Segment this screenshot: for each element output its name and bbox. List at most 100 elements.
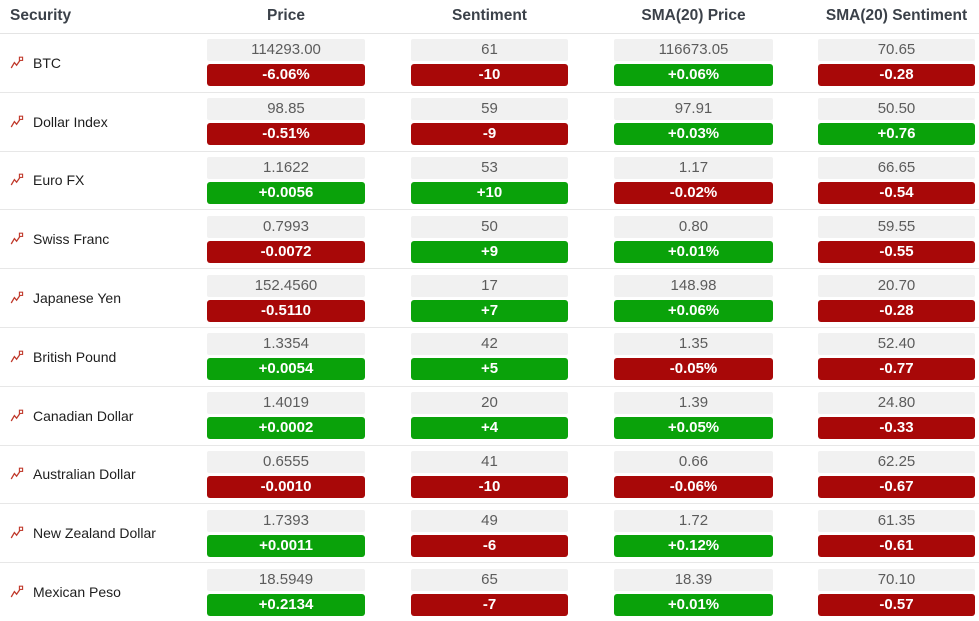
security-link[interactable]: British Pound bbox=[33, 348, 117, 365]
sma-sentiment-value: 20.70 bbox=[818, 274, 975, 297]
price-cell: 152.4560 -0.5110 bbox=[207, 274, 365, 322]
security-cell: Dollar Index bbox=[0, 114, 207, 130]
security-link[interactable]: Euro FX bbox=[33, 172, 85, 189]
table-row: British Pound 1.3354 +0.0054 42 +5 1.35 … bbox=[0, 328, 979, 387]
sma-price-change-badge: +0.06% bbox=[614, 299, 773, 322]
security-cell: Australian Dollar bbox=[0, 466, 207, 482]
line-chart-icon[interactable] bbox=[10, 291, 24, 305]
table-header: Security Price Sentiment SMA(20) Price S… bbox=[0, 0, 979, 34]
price-change-badge: +0.0011 bbox=[207, 534, 365, 557]
sentiment-value: 65 bbox=[411, 568, 568, 591]
sentiment-change-badge: -7 bbox=[411, 593, 568, 616]
price-value: 114293.00 bbox=[207, 39, 365, 62]
price-cell: 0.7993 -0.0072 bbox=[207, 215, 365, 263]
line-chart-icon[interactable] bbox=[10, 350, 24, 364]
sentiment-cell: 61 -10 bbox=[411, 39, 568, 87]
sentiment-cell: 41 -10 bbox=[411, 450, 568, 498]
sma-sentiment-cell: 24.80 -0.33 bbox=[818, 392, 975, 440]
security-link[interactable]: Japanese Yen bbox=[33, 290, 121, 307]
price-value: 0.7993 bbox=[207, 215, 365, 238]
price-value: 1.3354 bbox=[207, 333, 365, 356]
sma-price-value: 97.91 bbox=[614, 98, 773, 121]
security-cell: British Pound bbox=[0, 349, 207, 365]
sma-price-cell: 1.17 -0.02% bbox=[614, 156, 773, 204]
table-row: BTC 114293.00 -6.06% 61 -10 116673.05 +0… bbox=[0, 34, 979, 93]
sma-sentiment-change-badge: -0.57 bbox=[818, 593, 975, 616]
table-row: Canadian Dollar 1.4019 +0.0002 20 +4 1.3… bbox=[0, 387, 979, 446]
sma-price-cell: 0.66 -0.06% bbox=[614, 450, 773, 498]
sma-price-cell: 97.91 +0.03% bbox=[614, 98, 773, 146]
sma-sentiment-cell: 62.25 -0.67 bbox=[818, 450, 975, 498]
sma-sentiment-cell: 70.65 -0.28 bbox=[818, 39, 975, 87]
column-header-price: Price bbox=[267, 6, 305, 24]
security-cell: Japanese Yen bbox=[0, 290, 207, 306]
sma-sentiment-cell: 20.70 -0.28 bbox=[818, 274, 975, 322]
price-cell: 1.1622 +0.0056 bbox=[207, 156, 365, 204]
sentiment-value: 59 bbox=[411, 98, 568, 121]
sma-sentiment-change-badge: -0.54 bbox=[818, 181, 975, 204]
column-header-sentiment: Sentiment bbox=[452, 6, 527, 24]
price-change-badge: +0.0002 bbox=[207, 417, 365, 440]
price-change-badge: +0.0054 bbox=[207, 358, 365, 381]
sma-price-value: 0.80 bbox=[614, 215, 773, 238]
sentiment-cell: 42 +5 bbox=[411, 333, 568, 381]
security-cell: Mexican Peso bbox=[0, 584, 207, 600]
sma-price-value: 0.66 bbox=[614, 450, 773, 473]
sma-sentiment-cell: 66.65 -0.54 bbox=[818, 156, 975, 204]
sma-sentiment-change-badge: +0.76 bbox=[818, 123, 975, 146]
sma-price-value: 116673.05 bbox=[614, 39, 773, 62]
sma-price-change-badge: +0.05% bbox=[614, 417, 773, 440]
sma-price-cell: 18.39 +0.01% bbox=[614, 568, 773, 616]
security-link[interactable]: Mexican Peso bbox=[33, 584, 121, 601]
security-link[interactable]: BTC bbox=[33, 54, 61, 71]
price-change-badge: -0.0010 bbox=[207, 475, 365, 498]
security-link[interactable]: Australian Dollar bbox=[33, 466, 136, 483]
sma-price-change-badge: +0.03% bbox=[614, 123, 773, 146]
sma-sentiment-cell: 70.10 -0.57 bbox=[818, 568, 975, 616]
sma-price-value: 1.17 bbox=[614, 156, 773, 179]
sma-sentiment-value: 66.65 bbox=[818, 156, 975, 179]
line-chart-icon[interactable] bbox=[10, 232, 24, 246]
security-link[interactable]: Swiss Franc bbox=[33, 231, 110, 248]
line-chart-icon[interactable] bbox=[10, 173, 24, 187]
sma-price-cell: 116673.05 +0.06% bbox=[614, 39, 773, 87]
sma-price-change-badge: -0.05% bbox=[614, 358, 773, 381]
line-chart-icon[interactable] bbox=[10, 115, 24, 129]
sentiment-change-badge: -6 bbox=[411, 534, 568, 557]
price-value: 1.7393 bbox=[207, 509, 365, 532]
sma-price-value: 1.39 bbox=[614, 392, 773, 415]
sentiment-value: 41 bbox=[411, 450, 568, 473]
price-cell: 18.5949 +0.2134 bbox=[207, 568, 365, 616]
security-cell: BTC bbox=[0, 55, 207, 71]
column-header-sma-price: SMA(20) Price bbox=[641, 6, 746, 24]
price-value: 18.5949 bbox=[207, 568, 365, 591]
line-chart-icon[interactable] bbox=[10, 56, 24, 70]
sma-price-value: 18.39 bbox=[614, 568, 773, 591]
line-chart-icon[interactable] bbox=[10, 526, 24, 540]
sentiment-value: 61 bbox=[411, 39, 568, 62]
sma-sentiment-value: 70.10 bbox=[818, 568, 975, 591]
sma-sentiment-cell: 52.40 -0.77 bbox=[818, 333, 975, 381]
price-value: 1.4019 bbox=[207, 392, 365, 415]
table-row: Swiss Franc 0.7993 -0.0072 50 +9 0.80 +0… bbox=[0, 210, 979, 270]
security-link[interactable]: Canadian Dollar bbox=[33, 407, 134, 424]
security-cell: Canadian Dollar bbox=[0, 408, 207, 424]
sma-price-value: 1.35 bbox=[614, 333, 773, 356]
line-chart-icon[interactable] bbox=[10, 467, 24, 481]
sentiment-cell: 53 +10 bbox=[411, 156, 568, 204]
table-body: BTC 114293.00 -6.06% 61 -10 116673.05 +0… bbox=[0, 34, 979, 621]
sma-price-cell: 148.98 +0.06% bbox=[614, 274, 773, 322]
table-row: New Zealand Dollar 1.7393 +0.0011 49 -6 … bbox=[0, 504, 979, 564]
price-change-badge: -0.51% bbox=[207, 123, 365, 146]
security-link[interactable]: New Zealand Dollar bbox=[33, 525, 156, 542]
sma-sentiment-value: 50.50 bbox=[818, 98, 975, 121]
line-chart-icon[interactable] bbox=[10, 585, 24, 599]
sma-price-value: 148.98 bbox=[614, 274, 773, 297]
sma-sentiment-cell: 50.50 +0.76 bbox=[818, 98, 975, 146]
line-chart-icon[interactable] bbox=[10, 409, 24, 423]
price-cell: 1.3354 +0.0054 bbox=[207, 333, 365, 381]
price-change-badge: -0.0072 bbox=[207, 240, 365, 263]
price-change-badge: -0.5110 bbox=[207, 299, 365, 322]
sma-sentiment-cell: 61.35 -0.61 bbox=[818, 509, 975, 557]
security-link[interactable]: Dollar Index bbox=[33, 113, 108, 130]
